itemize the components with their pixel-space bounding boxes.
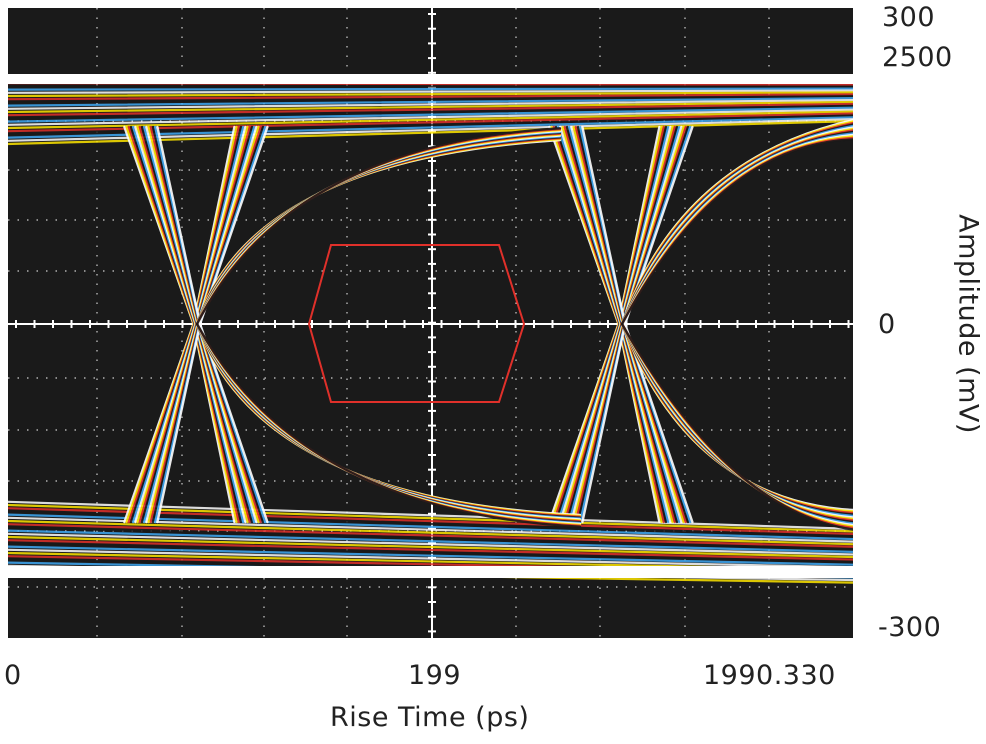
trace-rail xyxy=(8,74,853,84)
x-tick-label: 1990.330 xyxy=(703,660,836,691)
y-tick-label: -300 xyxy=(878,612,941,643)
x-tick-label: 199 xyxy=(408,660,461,691)
trace-rail xyxy=(8,566,853,578)
y-tick-label: 2500 xyxy=(882,42,953,73)
x-tick-label: 0 xyxy=(4,660,22,691)
y-tick-label: 300 xyxy=(882,2,935,33)
y-axis-label: Amplitude (mV) xyxy=(953,214,984,434)
x-axis-label: Rise Time (ps) xyxy=(330,702,529,733)
y-tick-label: 0 xyxy=(878,309,896,340)
trace xyxy=(8,89,853,90)
